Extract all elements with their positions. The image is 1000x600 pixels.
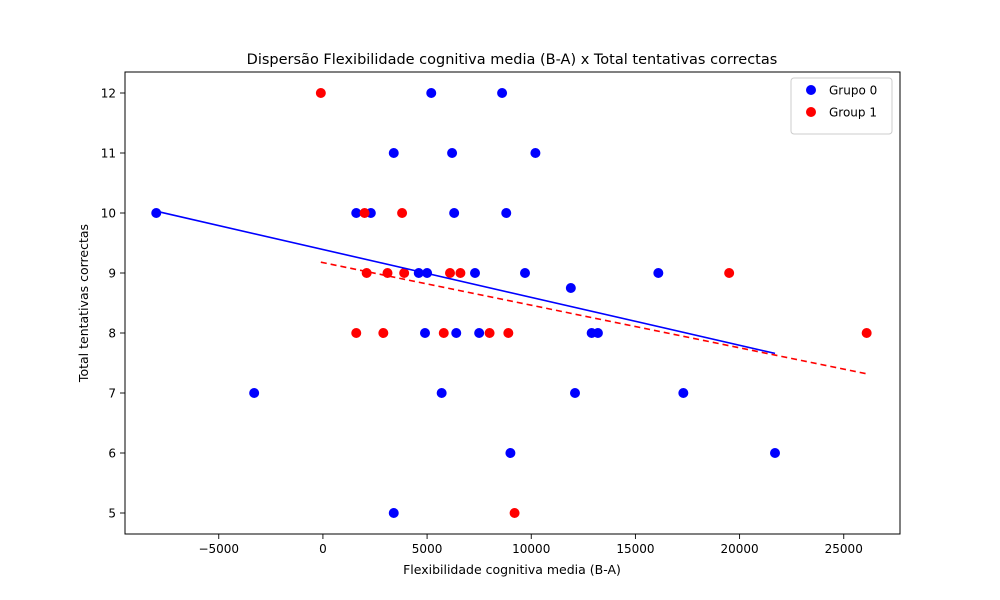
data-point — [565, 283, 576, 293]
x-tick-label: 0 — [319, 542, 327, 556]
data-point — [455, 268, 466, 278]
data-point — [770, 448, 780, 458]
data-point — [501, 208, 512, 218]
data-point — [484, 328, 495, 338]
data-point — [151, 208, 162, 218]
data-point — [451, 328, 462, 338]
regression-line — [156, 210, 776, 355]
x-tick-label: 20000 — [720, 542, 758, 556]
data-point — [653, 268, 664, 278]
data-point — [505, 448, 516, 458]
y-tick-label: 12 — [101, 87, 116, 101]
regression-line — [320, 261, 867, 375]
data-point — [420, 328, 430, 338]
axes: −5000 0 5000 10000 15000 20000 25000 5 6 7 8 9 10 11 1… — [101, 71, 901, 556]
data-point — [861, 328, 872, 338]
data-point — [378, 328, 389, 338]
plot-frame — [124, 71, 901, 535]
data-point — [351, 208, 362, 218]
data-point — [724, 268, 735, 278]
y-tick-label: 8 — [108, 327, 116, 341]
data-point — [470, 268, 480, 278]
data-point — [447, 148, 458, 158]
data-point — [436, 388, 447, 398]
data-point — [315, 88, 326, 98]
data-point — [399, 268, 410, 278]
legend-marker — [806, 85, 816, 95]
data-point — [388, 148, 399, 158]
data-point — [570, 388, 580, 398]
data-point — [388, 508, 399, 518]
y-axis-label: Total tentativas correctas — [76, 224, 91, 383]
legend-marker — [806, 107, 816, 117]
data-point — [359, 208, 370, 218]
x-tick-label: 25000 — [825, 542, 863, 556]
data-point — [351, 328, 362, 338]
data-point — [530, 148, 541, 158]
data-point — [592, 328, 603, 338]
data-point — [474, 328, 485, 338]
data-point — [509, 508, 520, 518]
x-tick-label: 10000 — [512, 542, 550, 556]
x-tick-label: 5000 — [412, 542, 443, 556]
y-tick-label: 9 — [108, 267, 116, 281]
chart-title: Dispersão Flexibilidade cognitiva media … — [247, 52, 778, 68]
y-tick-label: 7 — [108, 387, 116, 401]
y-tick-label: 5 — [108, 507, 116, 521]
data-point — [445, 268, 455, 278]
y-tick-label: 11 — [101, 147, 116, 161]
data-point — [426, 88, 437, 98]
legend-label: Grupo 0 — [829, 84, 877, 98]
legend: Grupo 0 Group 1 — [790, 77, 893, 135]
x-tick-label: −5000 — [198, 542, 239, 556]
data-point — [678, 388, 689, 398]
x-axis-label: Flexibilidade cognitiva media (B-A) — [403, 562, 621, 577]
data-point — [397, 208, 408, 218]
legend-box — [790, 77, 893, 135]
legend-label: Group 1 — [829, 106, 877, 120]
data-point — [503, 328, 514, 338]
y-tick-label: 6 — [108, 447, 116, 461]
x-tick-label: 15000 — [616, 542, 654, 556]
data-point — [438, 328, 449, 338]
data-point — [520, 268, 530, 278]
data-point — [497, 88, 508, 98]
data-point — [449, 208, 460, 218]
y-tick-label: 10 — [101, 207, 116, 221]
data-point — [249, 388, 260, 398]
